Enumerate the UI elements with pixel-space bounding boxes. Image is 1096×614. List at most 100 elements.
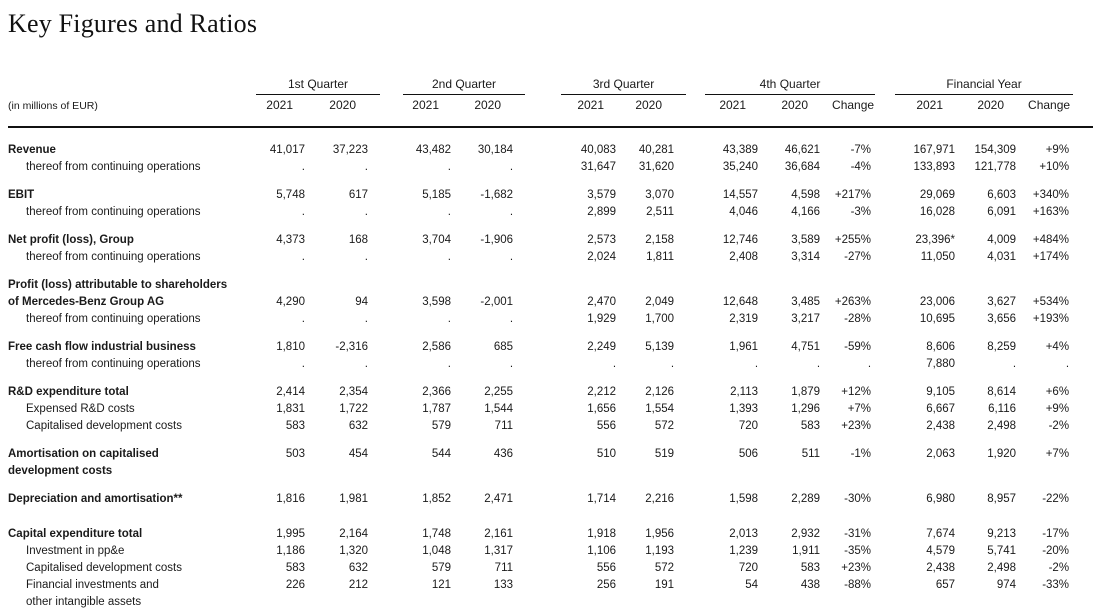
cell-value: 2,212 (587, 386, 617, 399)
column-gap (525, 159, 561, 176)
column-gap (875, 249, 895, 266)
cell-value: 8,957 (987, 493, 1017, 506)
cell-value: 503 (285, 448, 305, 461)
column-gap (875, 418, 895, 435)
cell-value: 1,239 (729, 545, 759, 558)
cell-value: +23% (841, 562, 872, 575)
cell-value: 6,667 (926, 403, 956, 416)
cell-value: 4,009 (987, 234, 1017, 247)
column-gap (380, 560, 403, 577)
cell-value: 583 (800, 420, 821, 433)
row-label: Capitalised development costs (26, 562, 182, 575)
row-label: Net profit (loss), Group (8, 234, 134, 247)
cell-value: 1,920 (987, 448, 1017, 461)
cell-value: 2,899 (587, 206, 617, 219)
row-label: thereof from continuing operations (26, 206, 201, 219)
column-gap (1073, 577, 1093, 611)
cell-value: -33% (1042, 579, 1070, 592)
cell-value: 29,069 (919, 189, 956, 202)
column-gap (686, 560, 705, 577)
cell-value: 23,006 (919, 296, 956, 309)
cell-value: 3,579 (587, 189, 617, 202)
cell-value: . (1065, 358, 1070, 371)
cell-value: 1,956 (645, 528, 675, 541)
cell-value: 2,126 (645, 386, 675, 399)
column-gap (875, 204, 895, 221)
column-gap (1073, 508, 1093, 543)
cell-value: 2,063 (926, 448, 956, 461)
column-gap (380, 311, 403, 328)
cell-value: 40,083 (580, 144, 617, 157)
cell-value: . (364, 313, 368, 326)
cell-value: . (867, 358, 872, 371)
cell-value: 2,013 (729, 528, 759, 541)
year-header: 2021 (705, 94, 771, 129)
year-header: 2020 (317, 94, 380, 129)
column-gap (525, 249, 561, 266)
cell-value: 2,408 (729, 251, 759, 264)
table-row: Depreciation and amortisation** 1,816 1,98… (8, 480, 1093, 508)
table-body: Revenue 41,017 37,223 43,482 30,184 40,083 40,… (8, 127, 1093, 611)
group-header-1st-quarter: 1st Quarter (256, 77, 380, 96)
cell-value: 8,259 (987, 341, 1017, 354)
column-gap (875, 480, 895, 508)
cell-value: 11,050 (920, 251, 956, 264)
group-header-2nd-quarter: 2nd Quarter (403, 77, 526, 96)
table-row: Profit (loss) attributable to shareholde… (8, 266, 1093, 311)
cell-value: 4,579 (926, 545, 956, 558)
column-gap (686, 480, 705, 508)
row-label: Capital expenditure total (8, 528, 143, 541)
column-gap (380, 176, 403, 204)
column-gap (875, 508, 895, 543)
column-gap (686, 249, 705, 266)
column-gap (686, 266, 705, 311)
cell-value: 2,319 (729, 313, 759, 326)
cell-value: 5,741 (987, 545, 1017, 558)
cell-value: 1,722 (339, 403, 368, 416)
cell-value: 2,438 (926, 562, 956, 575)
group-header-4th-quarter: 4th Quarter (705, 77, 876, 96)
column-gap (875, 221, 895, 249)
cell-value: 2,289 (791, 493, 821, 506)
column-gap (380, 77, 403, 95)
cell-value: -2,316 (335, 341, 368, 354)
cell-value: 2,255 (484, 386, 514, 399)
column-gap (380, 204, 403, 221)
cell-value: 1,186 (276, 545, 305, 558)
table-row: Net profit (loss), Group 4,373 168 3,704 -1,… (8, 221, 1093, 249)
cell-value: 685 (493, 341, 514, 354)
column-gap (686, 577, 705, 611)
cell-value: 5,139 (645, 341, 675, 354)
table-row: thereof from continuing operations.... 1,… (8, 311, 1093, 328)
cell-value: +217% (834, 189, 872, 202)
row-label: Depreciation and amortisation** (8, 493, 183, 506)
cell-value: . (364, 161, 368, 174)
cell-value: . (364, 358, 368, 371)
column-gap (686, 204, 705, 221)
cell-value: 43,389 (722, 144, 759, 157)
cell-value: 37,223 (332, 144, 368, 157)
row-label: thereof from continuing operations (26, 251, 201, 264)
cell-value: 711 (494, 420, 514, 433)
cell-value: 2,586 (422, 341, 451, 354)
column-gap (380, 435, 403, 480)
cell-value: 40,281 (638, 144, 675, 157)
column-gap (686, 435, 705, 480)
row-label: Capitalised development costs (26, 420, 182, 433)
cell-value: 2,932 (791, 528, 821, 541)
cell-value: 2,414 (276, 386, 305, 399)
cell-value: 121 (431, 579, 451, 592)
cell-value: 3,217 (791, 313, 821, 326)
cell-value: 1,714 (587, 493, 617, 506)
cell-value: -7% (850, 144, 872, 157)
year-header: 2020 (463, 94, 526, 129)
year-header: 2021 (561, 94, 629, 129)
cell-value: -2,001 (480, 296, 514, 309)
column-gap (1073, 418, 1093, 435)
cell-value: 1,393 (729, 403, 759, 416)
column-gap (525, 560, 561, 577)
cell-value: . (364, 251, 368, 264)
row-label: Amortisation on capitalised development c… (8, 435, 256, 480)
cell-value: 1,981 (339, 493, 368, 506)
cell-value: 2,470 (587, 296, 617, 309)
